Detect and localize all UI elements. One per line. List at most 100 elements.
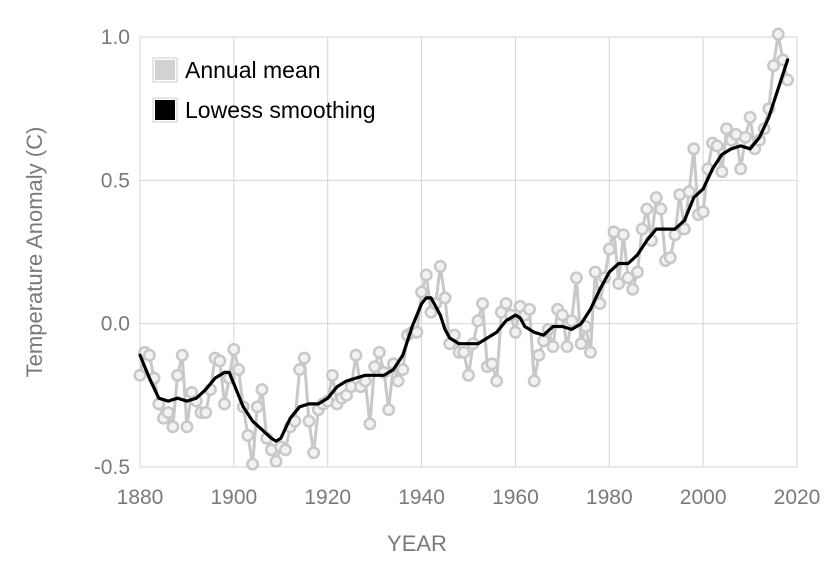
annual-mean-point [649, 191, 663, 204]
annual-mean-point [166, 420, 180, 434]
annual-mean-point [396, 363, 410, 376]
annual-mean-point [565, 314, 579, 328]
annual-mean-point [199, 406, 213, 419]
annual-mean-point [255, 383, 269, 397]
annual-mean-point [612, 277, 626, 290]
y-tick-label: 0.0 [101, 313, 130, 336]
annual-mean-point [485, 357, 499, 371]
annual-mean-point [560, 340, 574, 354]
annual-mean-point [476, 297, 490, 311]
annual-mean-point [654, 202, 668, 216]
annual-mean-point [462, 368, 475, 382]
annual-mean-point [457, 345, 471, 359]
annual-mean-point [293, 363, 307, 376]
annual-mean-point [715, 165, 729, 179]
annual-mean-point [602, 242, 616, 256]
x-tick-label: 1880 [117, 486, 164, 509]
annual-mean-point [368, 360, 382, 374]
annual-mean-point [246, 457, 260, 471]
annual-mean-point [640, 202, 654, 216]
x-tick-label: 2020 [774, 486, 821, 509]
x-tick-label: 1980 [586, 486, 633, 509]
annual-mean-point [180, 420, 194, 434]
annual-mean-point [382, 403, 396, 417]
y-tick-label: 1.0 [101, 26, 130, 49]
x-tick-label: 2000 [680, 486, 727, 509]
annual-mean-point [279, 443, 292, 457]
annual-mean-point [241, 429, 255, 442]
annual-mean-point [363, 417, 377, 431]
annual-mean-point [616, 228, 630, 242]
annual-mean-point [410, 325, 424, 339]
annual-mean-point [349, 348, 363, 362]
legend-label-lowess-smoothing: Lowess smoothing [185, 97, 376, 123]
annual-mean-point [574, 337, 588, 351]
annual-mean-point [743, 110, 757, 124]
annual-mean-point [626, 282, 640, 296]
x-tick-label: 1920 [304, 486, 351, 509]
annual-mean-point [555, 308, 569, 322]
annual-mean-point [161, 406, 175, 419]
annual-mean-point [682, 185, 696, 199]
annual-mean-point [269, 454, 283, 468]
x-axis-title: YEAR [387, 531, 447, 556]
annual-mean-point [767, 59, 780, 73]
annual-mean-point [781, 73, 795, 87]
annual-mean-point [710, 139, 724, 153]
annual-mean-point [415, 285, 429, 299]
annual-mean-point [499, 297, 513, 311]
annual-mean-point [523, 302, 536, 316]
annual-mean-point [738, 130, 752, 144]
annual-mean-point [630, 265, 644, 279]
x-axis-ticks: 1880 1900 1920 1940 1960 1980 2000 2020 [117, 486, 821, 509]
annual-mean-point [433, 259, 447, 273]
annual-mean-point [218, 397, 231, 411]
annual-mean-point [734, 162, 748, 176]
annual-mean-point [621, 271, 635, 285]
annual-mean-point [213, 354, 227, 368]
y-axis-ticks: 1.0 0.5 0.0 -0.5 [94, 26, 130, 479]
annual-mean-point [527, 374, 541, 388]
annual-mean-point [471, 314, 485, 328]
annual-mean-point [133, 368, 147, 382]
x-tick-label: 1960 [492, 486, 539, 509]
annual-mean-point [419, 268, 433, 282]
lowess-smoothing-series [138, 58, 790, 443]
annual-mean-point [227, 343, 241, 356]
annual-mean-point [532, 348, 546, 362]
x-tick-label: 1900 [210, 486, 257, 509]
annual-mean-point [302, 414, 316, 428]
y-tick-label: -0.5 [94, 456, 130, 479]
legend: Annual mean Lowess smoothing [152, 57, 376, 123]
annual-mean-point [584, 345, 597, 359]
annual-mean-point [307, 446, 321, 460]
annual-mean-point [325, 368, 339, 382]
annual-mean-point [663, 251, 677, 265]
annual-mean-point [171, 368, 184, 382]
legend-label-annual-mean: Annual mean [185, 57, 321, 83]
annual-mean-point [142, 348, 156, 362]
annual-mean-point [250, 400, 264, 414]
annual-mean-point [175, 348, 189, 362]
x-tick-label: 1940 [398, 486, 445, 509]
annual-mean-point [546, 340, 560, 354]
annual-mean-point [720, 122, 734, 136]
annual-mean-point [771, 27, 785, 41]
annual-mean-point [508, 325, 522, 339]
y-axis-title: Temperature Anomaly (C) [22, 127, 47, 378]
annual-mean-point [677, 222, 691, 236]
annual-mean-point [696, 205, 710, 219]
annual-mean-point [490, 374, 504, 388]
annual-mean-point [391, 374, 405, 388]
annual-mean-point [297, 351, 311, 365]
annual-mean-point [372, 345, 386, 359]
legend-swatch-annual-mean [153, 58, 177, 82]
annual-mean-point [438, 291, 452, 305]
lowess-smoothing-line [138, 58, 790, 443]
annual-mean-point [687, 142, 701, 156]
annual-mean-point [569, 271, 583, 285]
legend-swatch-lowess-smoothing [153, 98, 177, 122]
y-tick-label: 0.5 [101, 169, 130, 192]
annual-mean-point [579, 320, 593, 333]
